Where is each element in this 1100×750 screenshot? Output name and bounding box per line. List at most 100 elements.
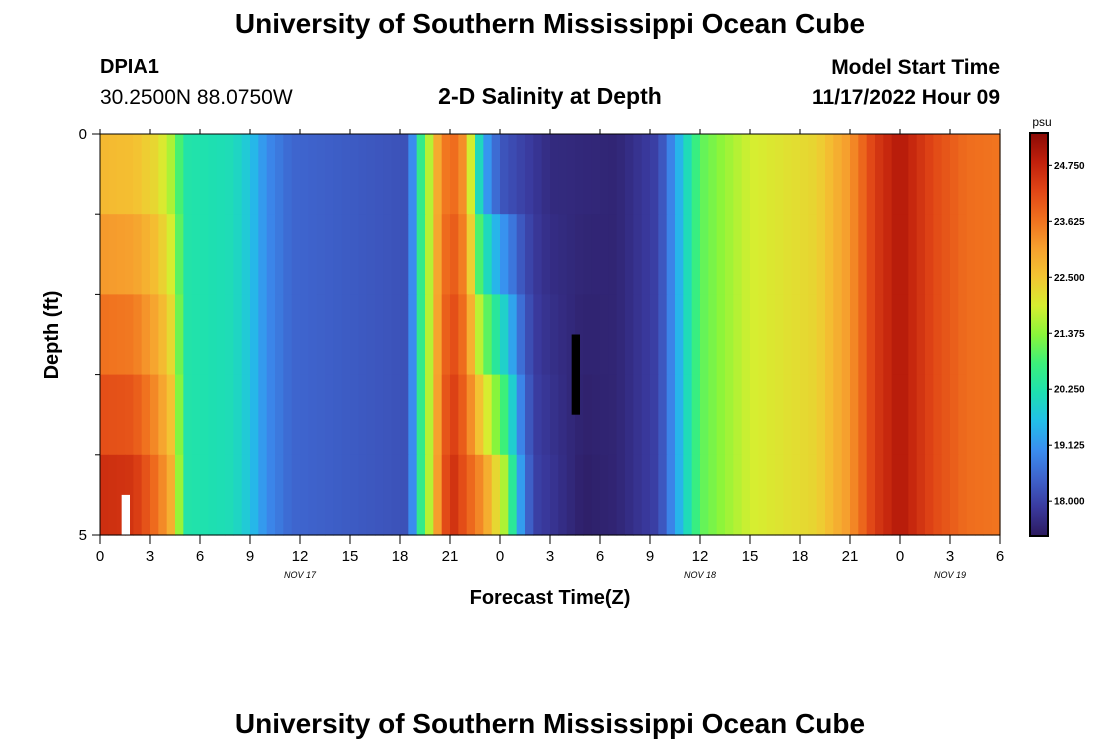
heatmap-cell	[733, 134, 743, 215]
heatmap-cell	[166, 294, 176, 376]
heatmap-cell	[475, 294, 484, 376]
heatmap-cell	[558, 374, 568, 456]
heatmap-cell	[400, 374, 409, 456]
heatmap-cell	[458, 454, 468, 536]
heatmap-cell	[550, 374, 559, 456]
heatmap-cell	[916, 374, 926, 456]
heatmap-cell	[383, 294, 393, 376]
heatmap-cell	[125, 294, 134, 376]
heatmap-cell	[416, 374, 426, 456]
heatmap-cell	[300, 294, 309, 376]
heatmap-cell	[775, 454, 784, 536]
heatmap-cell	[783, 294, 793, 376]
heatmap-cell	[800, 454, 809, 536]
heatmap-cell	[250, 374, 259, 456]
heatmap-cell	[525, 454, 534, 536]
heatmap-cell	[441, 294, 451, 376]
heatmap-cell	[575, 374, 584, 456]
heatmap-cell	[950, 294, 959, 376]
heatmap-cell	[716, 374, 726, 456]
heatmap-cell	[775, 294, 784, 376]
heatmap-cell	[358, 374, 368, 456]
heatmap-cell	[391, 374, 401, 456]
heatmap-cell	[616, 374, 626, 456]
heatmap-cell	[450, 134, 459, 215]
heatmap-cell	[133, 134, 143, 215]
heatmap-cell	[658, 214, 668, 295]
page-title: University of Southern Mississippi Ocean…	[234, 8, 866, 39]
heatmap-cell	[200, 374, 209, 456]
heatmap-cell	[458, 374, 468, 456]
heatmap-cell	[991, 294, 1001, 376]
heatmap-cell	[533, 294, 543, 376]
heatmap-cell	[908, 134, 918, 215]
heatmap-cell	[116, 134, 126, 215]
heatmap-cell	[358, 134, 368, 215]
heatmap-cell	[491, 294, 501, 376]
heatmap-cell	[583, 454, 593, 536]
heatmap-cell	[633, 374, 643, 456]
heatmap-cell	[733, 374, 743, 456]
heatmap-cell	[725, 454, 734, 536]
heatmap-cell	[750, 134, 759, 215]
heatmap-cell	[658, 134, 668, 215]
heatmap-cell	[216, 214, 226, 295]
heatmap-cell	[950, 374, 959, 456]
heatmap-cell	[958, 214, 968, 295]
heatmap-cell	[425, 294, 434, 376]
heatmap-cell	[166, 374, 176, 456]
y-tick-label: 5	[79, 527, 87, 544]
heatmap-cell	[716, 134, 726, 215]
heatmap-cell	[150, 374, 159, 456]
heatmap-cell	[916, 134, 926, 215]
heatmap-cell	[266, 374, 276, 456]
heatmap-cell	[391, 214, 401, 295]
heatmap-cell	[775, 134, 784, 215]
heatmap-cell	[758, 134, 768, 215]
heatmap-cell	[858, 294, 868, 376]
heatmap-cell	[825, 294, 834, 376]
heatmap-cell	[675, 374, 684, 456]
heatmap-cell	[308, 294, 318, 376]
heatmap-cell	[675, 134, 684, 215]
heatmap-cell	[591, 374, 601, 456]
heatmap-cell	[816, 294, 826, 376]
heatmap-cell	[633, 454, 643, 536]
heatmap-cell	[575, 214, 584, 295]
heatmap-cell	[700, 374, 709, 456]
heatmap-cell	[158, 214, 168, 295]
heatmap-cell	[166, 454, 176, 536]
heatmap-cell	[200, 214, 209, 295]
x-tick-label: 18	[792, 548, 809, 565]
heatmap-cell	[458, 134, 468, 215]
heatmap-cell	[375, 134, 384, 215]
heatmap-cell	[333, 134, 343, 215]
heatmap-cell	[216, 454, 226, 536]
heatmap-cell	[733, 454, 743, 536]
heatmap-cell	[891, 134, 901, 215]
heatmap-cell	[241, 294, 251, 376]
heatmap-cell	[591, 134, 601, 215]
x-tick-label: 18	[392, 548, 409, 565]
colorbar-tick-label: 22.500	[1054, 273, 1085, 284]
heatmap-cell	[591, 214, 601, 295]
heatmap-cell	[591, 294, 601, 376]
heatmap-cell	[150, 214, 159, 295]
heatmap-cell	[800, 374, 809, 456]
heatmap-cell	[875, 374, 884, 456]
heatmap-cell	[183, 294, 193, 376]
heatmap-cell	[558, 134, 568, 215]
heatmap-cell	[533, 134, 543, 215]
heatmap-cell	[375, 374, 384, 456]
heatmap-cell	[100, 374, 109, 456]
heatmap-cell	[175, 214, 184, 295]
heatmap-cell	[433, 454, 443, 536]
heatmap-cell	[525, 134, 534, 215]
heatmap-cell	[825, 374, 834, 456]
heatmap-cell	[666, 454, 676, 536]
heatmap-cell	[441, 374, 451, 456]
heatmap-cell	[933, 134, 943, 215]
heatmap-cell	[333, 214, 343, 295]
heatmap-cell	[866, 214, 876, 295]
heatmap-cell	[941, 134, 951, 215]
